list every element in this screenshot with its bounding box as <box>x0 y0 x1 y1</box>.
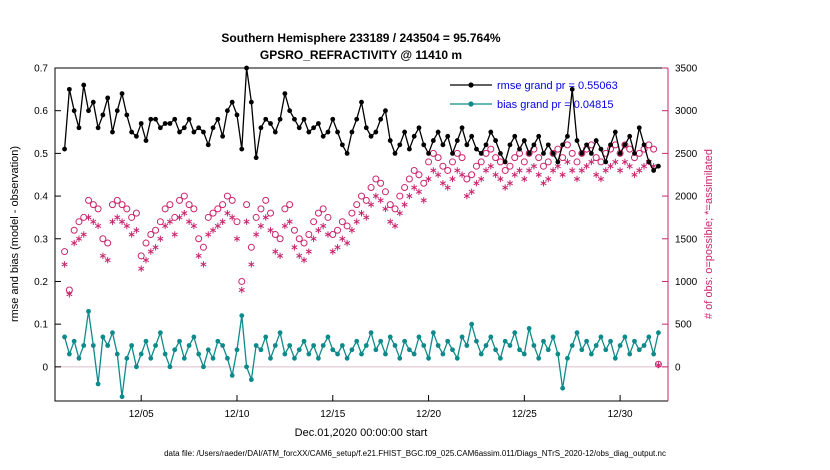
svg-text:12/30: 12/30 <box>608 409 633 420</box>
svg-text:3500: 3500 <box>675 64 698 75</box>
svg-text:1500: 1500 <box>675 234 698 245</box>
svg-text:12/10: 12/10 <box>224 409 249 420</box>
svg-text:0.3: 0.3 <box>34 234 48 245</box>
chart-subtitle: GPSRO_REFRACTIVITY @ 11410 m <box>260 48 462 62</box>
plot-area: 0 0.1 0.2 0.3 0.4 0.5 0.6 0.7 0 500 1000 1500 2000 25… <box>34 64 698 421</box>
svg-text:12/05: 12/05 <box>129 409 154 420</box>
svg-text:0.7: 0.7 <box>34 64 48 75</box>
legend-label-rmse: rmse grand pr = 0.55063 <box>497 80 618 92</box>
left-y-axis-label: rmse and bias (model - observation) <box>9 146 21 322</box>
svg-text:0.1: 0.1 <box>34 320 48 331</box>
svg-text:0.4: 0.4 <box>34 192 48 203</box>
svg-text:0.2: 0.2 <box>34 277 48 288</box>
svg-text:0.5: 0.5 <box>34 149 48 160</box>
svg-text:3000: 3000 <box>675 106 698 117</box>
svg-text:0: 0 <box>675 362 681 373</box>
svg-text:12/20: 12/20 <box>416 409 441 420</box>
svg-text:2000: 2000 <box>675 192 698 203</box>
svg-text:0.6: 0.6 <box>34 106 48 117</box>
svg-text:500: 500 <box>675 320 692 331</box>
right-y-axis-label: # of obs: o=possible; *=assimilated <box>703 149 715 319</box>
svg-text:1000: 1000 <box>675 277 698 288</box>
data-file-caption: data file: /Users/raeder/DAI/ATM_forcXX/… <box>164 449 666 458</box>
x-axis-label: Dec.01,2020 00:00:00 start <box>295 427 428 439</box>
svg-text:12/25: 12/25 <box>512 409 537 420</box>
svg-text:12/15: 12/15 <box>320 409 345 420</box>
legend-label-bias: bias grand pr = 0.04815 <box>497 99 614 111</box>
svg-text:2500: 2500 <box>675 149 698 160</box>
svg-text:0: 0 <box>42 362 48 373</box>
chart-title: Southern Hemisphere 233189 / 243504 = 95… <box>221 31 500 45</box>
